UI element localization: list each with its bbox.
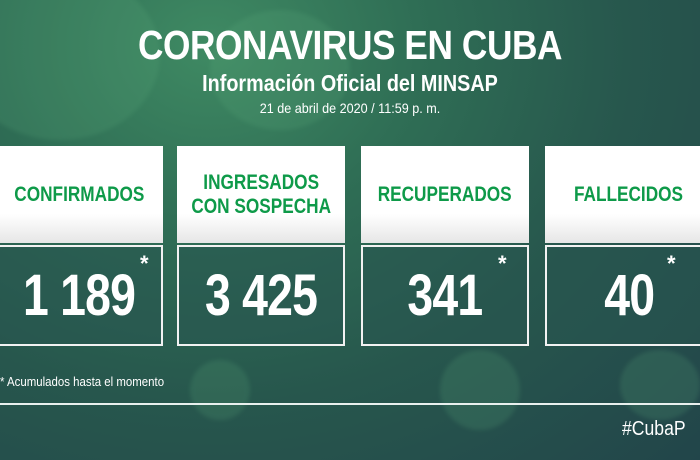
virus-decoration (620, 350, 700, 420)
stat-value: 40 (603, 263, 655, 328)
card-header: FALLECIDOS (545, 146, 700, 243)
stat-value: 341 (407, 263, 483, 328)
report-date: 21 de abril de 2020 / 11:59 p. m. (259, 100, 441, 116)
card-header: INGRESADOS CON SOSPECHA (177, 146, 345, 243)
virus-decoration (210, 10, 350, 130)
page-subtitle: Información Oficial del MINSAP (202, 70, 498, 96)
card-value-box: 341 * (361, 245, 529, 346)
stat-card-confirmados: CONFIRMADOS 1 189 * (0, 146, 163, 346)
virus-decoration (440, 350, 520, 430)
virus-decoration (190, 360, 250, 420)
stat-card-ingresados: INGRESADOS CON SOSPECHA 3 425 (177, 146, 345, 346)
card-header: CONFIRMADOS (0, 146, 163, 243)
stat-label: RECUPERADOS (378, 182, 512, 206)
stat-label: CONFIRMADOS (13, 182, 145, 206)
card-value-box: 40 * (545, 245, 700, 346)
stat-card-recuperados: RECUPERADOS 341 * (361, 146, 529, 346)
page-title: CORONAVIRUS EN CUBA (137, 22, 563, 68)
stat-value: 1 189 (22, 263, 136, 328)
card-header: RECUPERADOS (361, 146, 529, 243)
stat-value: 3 425 (204, 263, 318, 328)
asterisk-icon: * (140, 251, 149, 276)
stat-label-line2: CON SOSPECHA (191, 194, 331, 218)
asterisk-icon: * (667, 251, 676, 276)
asterisk-icon: * (498, 251, 507, 276)
stat-label: INGRESADOS CON SOSPECHA (191, 171, 331, 219)
card-value-box: 1 189 * (0, 245, 163, 346)
stat-card-fallecidos: FALLECIDOS 40 * (545, 146, 700, 346)
stat-label: FALLECIDOS (574, 182, 684, 206)
stat-label-line1: INGRESADOS (203, 170, 319, 194)
card-value-box: 3 425 (177, 245, 345, 346)
footnote: * Acumulados hasta el momento (0, 374, 165, 389)
divider (0, 403, 700, 405)
hashtag: #CubaP (622, 418, 686, 440)
